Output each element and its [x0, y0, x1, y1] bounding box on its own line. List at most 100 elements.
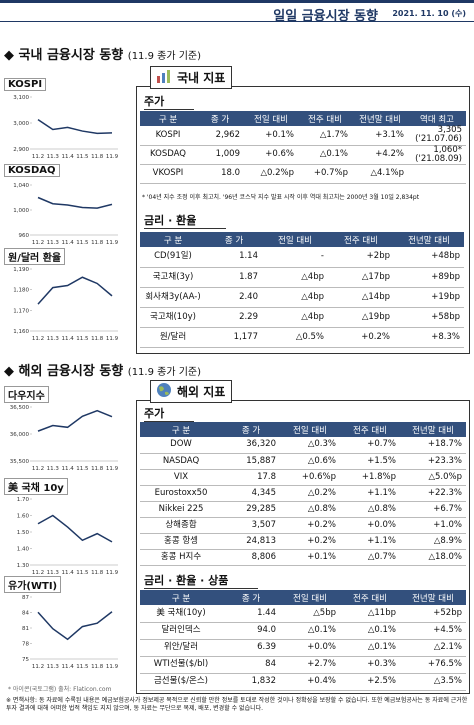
x-tick-label: 11.2	[32, 664, 44, 670]
y-tick-label: 87	[22, 595, 29, 601]
table-cell: +0.1%	[280, 549, 340, 566]
table-row: NASDAQ 15,887 △0.6% +1.5% +23.3%	[140, 453, 466, 470]
table-cell: +0.2%	[328, 327, 394, 348]
table-cell: +1.5%	[340, 453, 400, 470]
column-header: 전주 대비	[340, 590, 400, 605]
table-cell: △17bp	[328, 267, 394, 288]
y-tick-label: 3,100	[13, 95, 29, 101]
table-cell: △3.5%	[400, 673, 466, 691]
x-tick-label: 11.2	[32, 154, 44, 160]
y-tick-label: 1,180	[13, 288, 29, 294]
table-cell: 4,345	[222, 485, 280, 502]
x-tick-label: 11.3	[47, 664, 60, 670]
y-tick-label: 1,160	[13, 329, 29, 335]
table-row: 美 국채(10y) 1.44 △5bp △11bp +52bp	[140, 605, 466, 623]
table-cell: +1.1%	[340, 533, 400, 550]
table-cell: 15,887	[222, 453, 280, 470]
table-cell: +0.7%	[340, 437, 400, 454]
column-header: 구 분	[140, 232, 206, 247]
table-cell: Nikkei 225	[140, 501, 222, 518]
x-tick-label: 11.4	[61, 664, 74, 670]
heading-text: ◆ 국내 금융시장 동향	[4, 48, 124, 63]
y-tick-label: 78	[22, 642, 29, 648]
column-header: 종 가	[222, 590, 280, 605]
section-title: 주가	[144, 405, 195, 422]
x-tick-label: 11.9	[106, 570, 119, 576]
table-cell: +23.3%	[400, 453, 466, 470]
table-cell: +1.0%	[400, 517, 466, 534]
section-title: 금리 · 환율 · 상품	[144, 572, 259, 589]
table-cell: 홍콩 H지수	[140, 549, 222, 566]
table-cell: △0.1%	[340, 639, 400, 657]
table-cell: △0.1%	[280, 622, 340, 640]
header-bar: 일일 금융시장 동향 2021. 11. 10 (수)	[0, 0, 474, 24]
table-cell: △5.0%p	[400, 469, 466, 486]
line	[37, 276, 113, 305]
column-header: 종 가	[206, 232, 262, 247]
column-header: 구 분	[140, 590, 222, 605]
table-cell: NASDAQ	[140, 453, 222, 470]
table-cell: 국고채(10y)	[140, 307, 206, 328]
line	[37, 514, 113, 543]
table-cell: 1,060* ('21.08.09)	[408, 145, 466, 165]
column-header: 종 가	[196, 111, 244, 126]
table-cell: 2.40	[206, 287, 262, 308]
table-cell: △0.3%	[280, 437, 340, 454]
table-row: Eurostoxx50 4,345 △0.2% +1.1% +22.3%	[140, 485, 466, 502]
table-cell: △0.7%	[340, 549, 400, 566]
table-cell: 위안/달러	[140, 639, 222, 657]
line	[37, 118, 113, 135]
table-cell: △18.0%	[400, 549, 466, 566]
panel-title: 해외 지표	[150, 380, 233, 403]
table-cell: △0.8%	[340, 501, 400, 518]
table-cell: +0.4%	[280, 673, 340, 691]
y-tick-label: 1,000	[13, 208, 29, 214]
chart-title: 다우지수	[4, 386, 49, 403]
table-cell: +18.7%	[400, 437, 466, 454]
y-tick-label: 1.70	[17, 497, 30, 503]
table-cell: △0.6%	[280, 453, 340, 470]
x-tick-label: 11.2	[32, 466, 44, 472]
table-cell: KOSPI	[140, 126, 196, 146]
table-cell: +0.6%p	[280, 469, 340, 486]
table-cell: +0.0%	[340, 517, 400, 534]
table-cell: 원/달러	[140, 327, 206, 348]
x-tick-label: 11.5	[76, 154, 89, 160]
x-tick-label: 11.9	[106, 336, 119, 342]
column-header: 전년말 대비	[400, 590, 466, 605]
table-cell: 3,507	[222, 517, 280, 534]
x-tick-label: 11.5	[76, 570, 89, 576]
y-tick-label: 75	[22, 657, 29, 663]
table-row: 원/달러 1,177 △0.5% +0.2% +8.3%	[140, 327, 464, 348]
table-cell: △14bp	[328, 287, 394, 308]
chart-title: KOSPI	[4, 78, 47, 91]
table-row: 국고채(10y) 2.29 △4bp △19bp +58bp	[140, 307, 464, 328]
y-tick-label: 2,900	[13, 147, 29, 153]
y-tick-label: 36,000	[10, 432, 30, 438]
table-cell: 국고채(3y)	[140, 267, 206, 288]
table-row: DOW 36,320 △0.3% +0.7% +18.7%	[140, 437, 466, 454]
x-tick-label: 11.3	[47, 466, 60, 472]
table-cell	[408, 164, 466, 184]
y-tick-label: 1.60	[17, 514, 30, 520]
y-tick-label: 1,040	[13, 183, 29, 189]
y-tick-label: 1.30	[17, 563, 30, 569]
x-tick-label: 11.5	[76, 240, 89, 246]
column-header: 전년말 대비	[394, 232, 464, 247]
table-cell: △1.7%	[298, 126, 352, 146]
table-cell: △5bp	[280, 605, 340, 623]
table-cell: +76.5%	[400, 656, 466, 674]
column-header: 전일 대비	[280, 590, 340, 605]
table-cell: 84	[222, 656, 280, 674]
column-header: 전년말 대비	[400, 422, 466, 437]
column-header: 종 가	[222, 422, 280, 437]
table-row: 금선물($/온스) 1,832 +0.4% +2.5% △3.5%	[140, 673, 466, 691]
x-tick-label: 11.4	[61, 570, 74, 576]
column-header: 전일 대비	[262, 232, 328, 247]
table-cell: △0.8%	[280, 501, 340, 518]
x-tick-label: 11.2	[32, 570, 44, 576]
table-cell: 회사채3y(AA-)	[140, 287, 206, 308]
